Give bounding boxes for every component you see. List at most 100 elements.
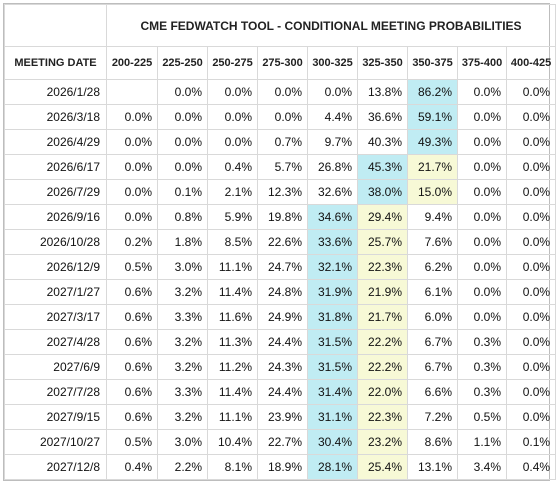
probability-cell: 21.7% [407, 154, 458, 180]
probability-cell: 6.7% [407, 354, 458, 380]
probability-cell: 28.1% [307, 454, 358, 480]
probability-cell: 19.8% [257, 204, 308, 230]
probability-cell: 22.2% [357, 354, 408, 380]
table-row: 2026/6/17 0.0% 0.0% 0.4% 5.7% 26.8% 45.3% 21.7%… [4, 154, 557, 180]
table-row: 2026/12/9 0.5% 3.0% 11.1% 24.7% 32.1% 22.3% 6.2… [4, 254, 557, 280]
rate-column-header[interactable]: 200-225 [106, 46, 158, 80]
probability-cell: 0.4% [505, 454, 557, 480]
probability-cell: 0.0% [505, 179, 557, 205]
probability-cell: 0.7% [257, 129, 308, 155]
table-row: 2027/9/15 0.6% 3.2% 11.1% 23.9% 31.1% 22.3% 7.2… [4, 404, 557, 430]
probability-cell: 38.0% [357, 179, 408, 205]
probability-cell: 0.0% [505, 104, 557, 130]
probability-cell: 11.2% [207, 354, 258, 380]
probability-cell: 11.1% [207, 404, 258, 430]
table-row: 2026/10/28 0.2% 1.8% 8.5% 22.6% 33.6% 25.7% 7.6… [4, 229, 557, 255]
probability-cell: 31.1% [307, 404, 358, 430]
probability-cell: 0.0% [157, 129, 208, 155]
meeting-date-cell: 2027/10/27 [4, 429, 107, 455]
probability-cell: 3.2% [157, 404, 208, 430]
table-row: 2026/4/29 0.0% 0.0% 0.0% 0.7% 9.7% 40.3% 49.3% 0… [4, 129, 557, 155]
meeting-date-cell: 2027/7/28 [4, 379, 107, 405]
meeting-date-cell: 2027/6/9 [4, 354, 107, 380]
probability-cell: 0.4% [106, 454, 158, 480]
rate-column-header[interactable]: 350-375 [407, 46, 458, 80]
title-spacer [4, 4, 107, 47]
probability-cell: 3.2% [157, 329, 208, 355]
probability-cell: 6.0% [407, 304, 458, 330]
rate-column-header[interactable]: 375-400 [457, 46, 507, 80]
probability-cell: 0.0% [106, 154, 158, 180]
probability-cell: 5.7% [257, 154, 308, 180]
probability-cell: 32.6% [307, 179, 358, 205]
probability-cell: 11.3% [207, 329, 258, 355]
probability-cell: 32.1% [307, 254, 358, 280]
table-row: 2027/4/28 0.6% 3.2% 11.3% 24.4% 31.5% 22.2% 6.7… [4, 329, 557, 355]
probability-cell: 0.0% [207, 79, 258, 105]
rate-column-header[interactable]: 275-300 [257, 46, 308, 80]
probability-cell: 5.9% [207, 204, 258, 230]
probability-cell: 0.0% [505, 404, 557, 430]
table-row: 2027/1/27 0.6% 3.2% 11.4% 24.8% 31.9% 21.9% 6.1… [4, 279, 557, 305]
rate-column-header[interactable]: 250-275 [207, 46, 258, 80]
probability-cell: 9.4% [407, 204, 458, 230]
probability-cell: 0.6% [106, 379, 158, 405]
probability-cell: 0.0% [307, 79, 358, 105]
rate-column-header[interactable]: 400-425 [505, 46, 557, 80]
probability-cell: 3.3% [157, 304, 208, 330]
probability-cell: 1.8% [157, 229, 208, 255]
probability-cell: 2.2% [157, 454, 208, 480]
rate-column-header[interactable]: 325-350 [357, 46, 408, 80]
probability-cell: 24.9% [257, 304, 308, 330]
meeting-date-cell: 2026/7/29 [4, 179, 107, 205]
probability-cell: 0.1% [505, 429, 557, 455]
probability-cell: 0.0% [257, 104, 308, 130]
probability-cell: 3.4% [457, 454, 507, 480]
probability-cell: 0.0% [157, 104, 208, 130]
probability-cell: 0.0% [457, 154, 507, 180]
probability-cell: 0.8% [157, 204, 208, 230]
meeting-date-cell: 2026/12/9 [4, 254, 107, 280]
probability-cell: 31.9% [307, 279, 358, 305]
probability-cell: 11.4% [207, 279, 258, 305]
probability-cell: 59.1% [407, 104, 458, 130]
probability-cell: 24.4% [257, 379, 308, 405]
fedwatch-table-panel: CME FEDWATCH TOOL - CONDITIONAL MEETING … [3, 3, 557, 481]
probability-cell: 3.2% [157, 279, 208, 305]
probability-cell: 15.0% [407, 179, 458, 205]
probability-cell: 3.0% [157, 429, 208, 455]
table-row: 2026/9/16 0.0% 0.8% 5.9% 19.8% 34.6% 29.4% 9.4%… [4, 204, 557, 230]
probability-cell: 33.6% [307, 229, 358, 255]
probability-cell: 0.0% [505, 354, 557, 380]
probability-cell: 34.6% [307, 204, 358, 230]
probability-cell: 0.0% [106, 104, 158, 130]
probability-cell: 0.6% [106, 279, 158, 305]
probability-cell: 0.0% [106, 179, 158, 205]
table-row: 2026/3/18 0.0% 0.0% 0.0% 0.0% 4.4% 36.6% 59.1% 0… [4, 104, 557, 130]
probability-cell: 8.5% [207, 229, 258, 255]
probability-cell: 0.3% [457, 379, 507, 405]
probability-cell: 22.7% [257, 429, 308, 455]
rate-column-header[interactable]: 225-250 [157, 46, 208, 80]
probability-cell: 24.8% [257, 279, 308, 305]
probability-cell: 13.1% [407, 454, 458, 480]
meeting-date-cell: 2027/1/27 [4, 279, 107, 305]
probability-cell: 0.0% [457, 129, 507, 155]
probability-cell: 4.4% [307, 104, 358, 130]
probability-cell: 0.0% [505, 279, 557, 305]
table-row: 2027/12/8 0.4% 2.2% 8.1% 18.9% 28.1% 25.4% 13.1… [4, 454, 557, 480]
table-row: 2027/3/17 0.6% 3.3% 11.6% 24.9% 31.8% 21.7% 6.0… [4, 304, 557, 330]
table-body: 2026/1/28 0.0% 0.0% 0.0% 0.0% 13.8% 86.2% 0.0% 0… [4, 79, 557, 480]
probability-cell: 0.0% [106, 129, 158, 155]
rate-column-header[interactable]: 300-325 [307, 46, 358, 80]
probability-cell: 0.0% [457, 304, 507, 330]
probability-cell [106, 79, 158, 105]
meeting-date-cell: 2026/10/28 [4, 229, 107, 255]
probability-cell: 30.4% [307, 429, 358, 455]
meeting-date-cell: 2026/9/16 [4, 204, 107, 230]
probability-cell: 0.0% [505, 329, 557, 355]
probability-cell: 0.3% [457, 354, 507, 380]
probability-cell: 0.4% [207, 154, 258, 180]
meeting-date-cell: 2027/4/28 [4, 329, 107, 355]
meeting-date-cell: 2026/3/18 [4, 104, 107, 130]
